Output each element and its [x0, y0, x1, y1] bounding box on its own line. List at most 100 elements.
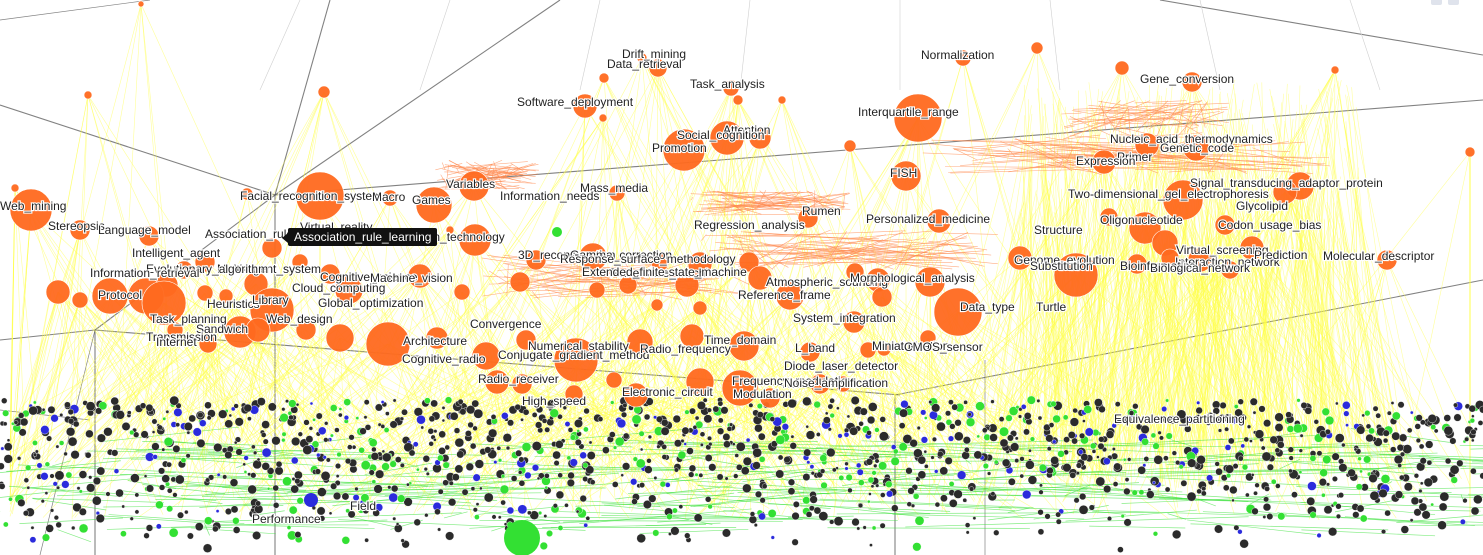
paper-node [555, 490, 565, 500]
topic-paper-link [1334, 109, 1382, 459]
paper-node [1430, 502, 1434, 507]
topic-topic-link [708, 230, 933, 252]
topic-paper-link [199, 283, 257, 457]
paper-paper-link [57, 529, 92, 543]
paper-node [1164, 486, 1171, 493]
topic-paper-link [616, 192, 831, 480]
paper-node [22, 510, 30, 517]
paper-node [672, 414, 681, 424]
paper-node [694, 415, 700, 421]
paper-node [1017, 414, 1023, 419]
paper-node [0, 462, 5, 470]
paper-node [973, 450, 983, 460]
paper-node [146, 484, 154, 493]
paper-node [1200, 490, 1207, 497]
topic-topic-link [529, 269, 561, 276]
topic-paper-link [1195, 247, 1239, 463]
paper-node [688, 471, 695, 478]
topic-node [1030, 41, 1044, 55]
paper-node [1180, 479, 1188, 487]
topic-topic-link [510, 162, 524, 172]
topic-node [732, 94, 744, 106]
topic-paper-link [22, 295, 147, 499]
paper-node [129, 516, 134, 521]
paper-node [1390, 401, 1395, 405]
paper-node [32, 440, 38, 446]
paper-node [769, 416, 776, 422]
paper-node [612, 481, 619, 488]
paper-node [1252, 410, 1257, 415]
paper-node [1328, 527, 1338, 537]
topic-node [588, 281, 606, 299]
paper-node [427, 428, 435, 435]
topic-topic-link [696, 210, 743, 213]
paper-node [954, 431, 964, 442]
paper-node [515, 449, 523, 457]
topic-node [240, 187, 254, 201]
paper-node [510, 475, 518, 482]
corner-controls[interactable] [1431, 0, 1459, 5]
paper-node [1326, 482, 1331, 487]
paper-node [777, 454, 784, 461]
fullscreen-icon[interactable] [1448, 0, 1459, 5]
topic-paper-link [175, 91, 325, 422]
topic-paper-link [1085, 90, 1119, 465]
paper-node [761, 483, 768, 490]
topic-paper-link [1244, 146, 1324, 446]
paper-node [127, 410, 132, 415]
paper-node [983, 433, 991, 441]
paper-node [448, 480, 454, 486]
topic-nodes[interactable] [9, 0, 1476, 409]
topic-node [687, 251, 713, 277]
paper-node [1347, 468, 1356, 478]
topic-topic-link [1073, 102, 1229, 110]
paper-node [192, 427, 202, 437]
paper-node [78, 470, 88, 479]
paper-paper-link [234, 524, 375, 529]
topic-paper-link [521, 383, 704, 439]
topic-topic-link [1000, 141, 1102, 175]
topic-paper-link [45, 247, 273, 487]
paper-nodes[interactable] [0, 227, 1483, 555]
paper-node [631, 498, 638, 505]
paper-node [368, 438, 378, 448]
paper-node [989, 433, 998, 442]
paper-node [188, 414, 196, 423]
paper-node [1246, 424, 1252, 429]
paper-node [680, 438, 685, 443]
paper-paper-link [900, 487, 1012, 491]
paper-node [401, 408, 408, 416]
topic-paper-link [517, 67, 659, 483]
topic-paper-link [780, 217, 809, 491]
paper-node [58, 440, 65, 446]
topic-topic-link [747, 247, 773, 270]
topic-paper-link [616, 192, 675, 456]
topic-paper-link [1291, 181, 1335, 463]
paper-node [1296, 398, 1301, 403]
paper-node [631, 414, 642, 425]
paper-node [1195, 406, 1203, 415]
paper-node [566, 478, 575, 487]
paper-node [1055, 518, 1062, 525]
paper-node [222, 474, 228, 480]
paper-node [1400, 525, 1409, 534]
paper-node [870, 484, 875, 489]
topic-label: Promotion [652, 141, 707, 155]
topic-paper-link [1294, 251, 1362, 442]
topic-topic-link [806, 193, 850, 208]
paper-node [552, 227, 562, 237]
paper-node [1113, 462, 1122, 471]
topic-paper-link [1284, 191, 1462, 479]
paper-node [1363, 455, 1372, 464]
paper-node [707, 503, 713, 510]
paper-node [993, 459, 999, 465]
paper-node [735, 441, 746, 452]
paper-node [169, 395, 180, 406]
paper-node [934, 469, 939, 474]
paper-node [314, 468, 321, 475]
reset-view-icon[interactable] [1431, 0, 1442, 5]
paper-node [646, 458, 652, 464]
paper-node [1014, 436, 1019, 441]
